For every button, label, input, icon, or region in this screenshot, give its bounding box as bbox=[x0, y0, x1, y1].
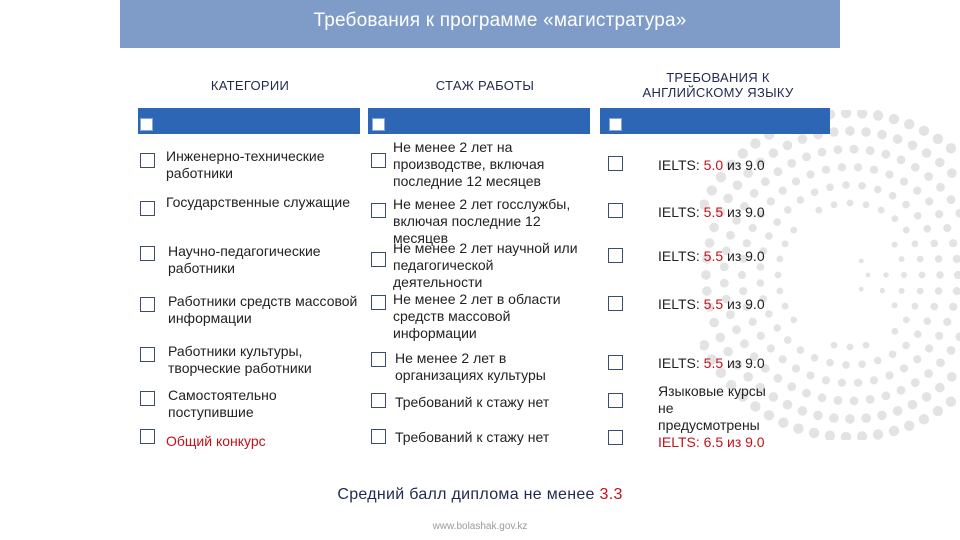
category-cell: Работники культуры, творческие работники bbox=[168, 343, 312, 376]
row-checkbox[interactable] bbox=[140, 201, 155, 216]
english-note-line: не bbox=[658, 400, 674, 416]
experience-cell: Не менее 2 лет научной или педагогическо… bbox=[393, 240, 578, 290]
english-cell: IELTS: 5.5 из 9.0 bbox=[658, 248, 765, 264]
english-cell: IELTS: 5.5 из 9.0 bbox=[658, 355, 765, 371]
row-checkbox[interactable] bbox=[140, 297, 155, 312]
header-experience: СТАЖ РАБОТЫ bbox=[435, 78, 535, 93]
row-checkbox[interactable] bbox=[608, 393, 623, 408]
category-cell: Общий конкурс bbox=[166, 433, 266, 449]
experience-cell: Не менее 2 лет в организациях культуры bbox=[395, 350, 546, 383]
category-cell: Инженерно-технические работники bbox=[166, 148, 325, 181]
title-bar bbox=[120, 0, 840, 48]
row-checkbox[interactable] bbox=[371, 429, 386, 444]
row-checkbox[interactable] bbox=[608, 355, 623, 370]
english-note-line: предусмотрены bbox=[658, 417, 760, 433]
experience-cell: Требований к стажу нет bbox=[395, 394, 550, 410]
row-checkbox[interactable] bbox=[371, 203, 386, 218]
row-checkbox[interactable] bbox=[140, 347, 155, 362]
english-cell: IELTS: 5.5 из 9.0 bbox=[658, 296, 765, 312]
header-categories: КАТЕГОРИИ bbox=[210, 78, 290, 93]
column-bar-experience bbox=[368, 108, 590, 134]
category-cell: Работники средств массовой информации bbox=[168, 293, 358, 326]
experience-cell: Не менее 2 лет госслужбы, включая послед… bbox=[393, 196, 571, 246]
row-checkbox[interactable] bbox=[371, 252, 386, 267]
column-bar-marker bbox=[609, 118, 622, 131]
english-note-line: Языковые курсы bbox=[658, 383, 766, 399]
column-bar-categories bbox=[138, 108, 360, 134]
row-checkbox[interactable] bbox=[608, 203, 623, 218]
site-url[interactable]: www.bolashak.gov.kz bbox=[432, 521, 528, 532]
category-cell: Самостоятельно поступившие bbox=[168, 387, 277, 420]
row-checkbox[interactable] bbox=[608, 430, 623, 445]
english-note-line: IELTS: 6.5 из 9.0 bbox=[658, 434, 765, 450]
header-english: ТРЕБОВАНИЯ К АНГЛИЙСКОМУ ЯЗЫКУ bbox=[642, 70, 794, 100]
row-checkbox[interactable] bbox=[140, 391, 155, 406]
row-checkbox[interactable] bbox=[371, 393, 386, 408]
experience-cell: Не менее 2 лет в области средств массово… bbox=[393, 291, 561, 341]
column-bar-english bbox=[600, 108, 830, 134]
column-bar-marker bbox=[372, 118, 385, 131]
row-checkbox[interactable] bbox=[608, 248, 623, 263]
row-checkbox[interactable] bbox=[371, 295, 386, 310]
category-cell: Государственные служащие bbox=[166, 194, 350, 210]
row-checkbox[interactable] bbox=[608, 156, 623, 171]
experience-cell: Требований к стажу нет bbox=[395, 429, 550, 445]
english-cell: IELTS: 5.5 из 9.0 bbox=[658, 204, 765, 220]
column-bar-marker bbox=[140, 118, 153, 131]
row-checkbox[interactable] bbox=[140, 153, 155, 168]
row-checkbox[interactable] bbox=[371, 352, 386, 367]
diploma-requirement: Средний балл диплома не менее 3.3 bbox=[337, 486, 623, 503]
english-cell: IELTS: 5.0 из 9.0 bbox=[658, 157, 765, 173]
row-checkbox[interactable] bbox=[140, 429, 155, 444]
row-checkbox[interactable] bbox=[608, 296, 623, 311]
english-note: Языковые курсы не предусмотрены IELTS: 6… bbox=[658, 383, 828, 451]
row-checkbox[interactable] bbox=[140, 246, 155, 261]
page-title: Требования к программе «магистратура» bbox=[313, 10, 687, 31]
diploma-score: 3.3 bbox=[599, 486, 623, 503]
experience-cell: Не менее 2 лет на производстве, включая … bbox=[393, 139, 545, 189]
category-cell: Научно-педагогические работники bbox=[168, 243, 321, 276]
row-checkbox[interactable] bbox=[371, 153, 386, 168]
